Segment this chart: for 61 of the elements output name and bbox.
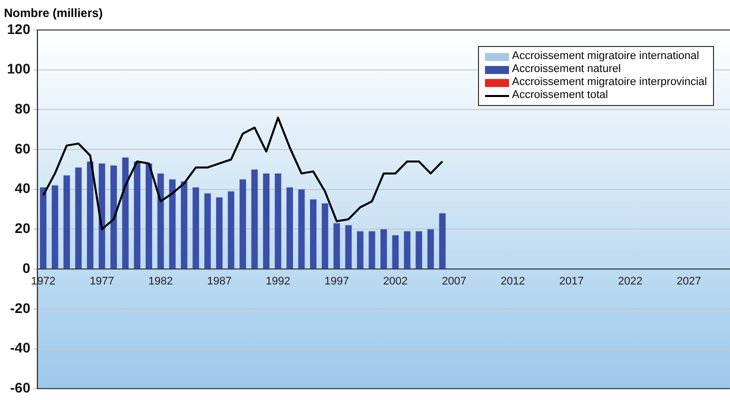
y-tick-label: 120 xyxy=(7,20,31,37)
bar xyxy=(134,161,140,269)
bar xyxy=(192,187,200,269)
bar xyxy=(356,231,364,269)
bar xyxy=(75,167,82,269)
bar xyxy=(86,161,94,269)
bar xyxy=(333,223,340,269)
bar xyxy=(392,235,399,269)
bar xyxy=(368,231,376,269)
bar xyxy=(427,229,434,269)
bar xyxy=(157,173,164,269)
bar xyxy=(251,169,258,269)
y-tick-label: 100 xyxy=(7,60,31,77)
x-tick-label: 1992 xyxy=(266,276,290,288)
legend-label: Accroissement migratoire international xyxy=(512,50,700,63)
x-tick-label: 2002 xyxy=(383,276,408,288)
bar xyxy=(310,199,316,269)
bar xyxy=(204,193,211,269)
y-tick-label: 80 xyxy=(14,100,31,117)
bar xyxy=(63,175,70,269)
x-tick-label: 1997 xyxy=(324,276,349,288)
bar xyxy=(146,163,152,269)
legend-label: Accroissement total xyxy=(512,89,608,102)
bar xyxy=(169,179,176,269)
x-tick-label: 1982 xyxy=(148,276,173,288)
bar xyxy=(322,203,328,269)
y-tick-label: 60 xyxy=(14,140,31,156)
bar xyxy=(110,165,117,269)
x-tick-label: 2022 xyxy=(618,276,642,288)
bar xyxy=(240,179,246,269)
y-tick-label: -60 xyxy=(10,379,31,396)
x-tick-label: 2007 xyxy=(442,276,466,288)
bar xyxy=(416,231,422,269)
bar xyxy=(122,158,129,269)
y-tick-label: 40 xyxy=(14,180,31,196)
y-tick-label: -20 xyxy=(10,300,31,316)
bar xyxy=(263,173,270,269)
y-axis-title: Nombre (milliers) xyxy=(4,6,103,20)
bar xyxy=(286,187,293,269)
bar xyxy=(216,197,223,269)
legend-label: Accroissement naturel xyxy=(512,63,621,76)
bar xyxy=(180,181,188,269)
bar xyxy=(345,225,352,269)
bar xyxy=(40,187,46,269)
x-tick-label: 1977 xyxy=(90,276,114,288)
bar xyxy=(98,163,106,269)
bar xyxy=(439,213,446,269)
x-tick-label: 1987 xyxy=(207,276,232,288)
bar xyxy=(404,231,410,269)
bar xyxy=(52,185,58,269)
y-tick-label: 0 xyxy=(22,260,31,276)
bar xyxy=(228,191,234,269)
y-tick-label: -40 xyxy=(10,340,31,356)
x-tick-label: 2012 xyxy=(500,276,526,288)
bar xyxy=(274,173,282,269)
x-tick-label: 2017 xyxy=(559,276,584,288)
x-tick-label: 2027 xyxy=(676,276,702,288)
y-tick-label: 20 xyxy=(14,220,31,236)
legend-label: Accroissement migratoire interprovincial xyxy=(512,76,707,89)
bar xyxy=(380,229,387,269)
bar xyxy=(298,189,305,269)
